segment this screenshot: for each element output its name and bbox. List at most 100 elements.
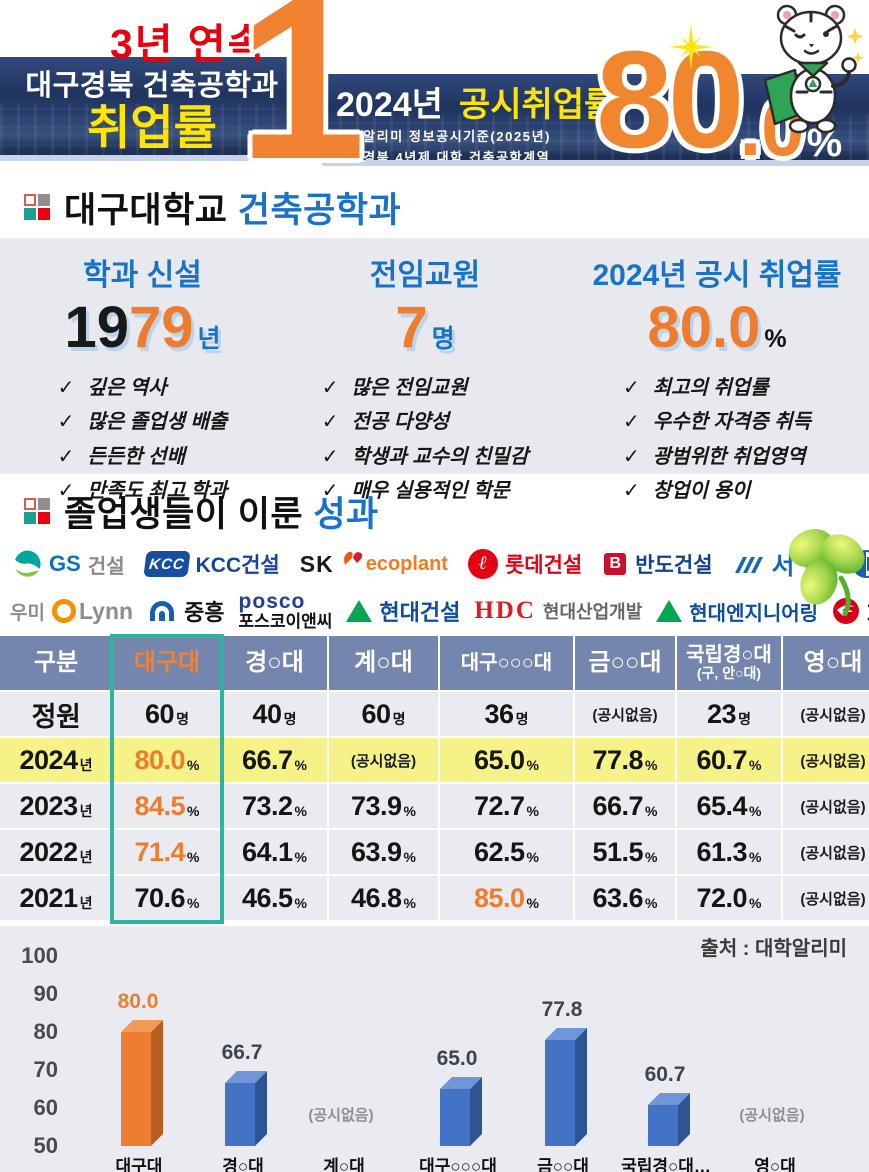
left-banner-line2: 취업률	[87, 101, 217, 154]
woomi-lynn-ring-icon	[51, 599, 76, 623]
checkmark-icon: ✓	[321, 411, 339, 434]
cell-unit: %	[749, 849, 762, 865]
cell-value: 71.4	[134, 836, 186, 867]
table-cell: 73.9%	[329, 784, 438, 828]
row-label-text: 2023	[19, 790, 79, 821]
checkmark-icon: ✓	[321, 445, 339, 468]
checklist-item: ✓ 전공 다양성	[322, 405, 528, 439]
stat-checklist: ✓ 최고의 취업률 ✓ 우수한 자격증 취득 ✓ 광범위한 취업영역 ✓ 창업이 용이	[623, 371, 811, 509]
table-cell: 60.7%	[677, 738, 781, 782]
checklist-text: 많은 전임교원	[351, 377, 468, 399]
checkmark-icon: ✓	[622, 480, 640, 503]
stat-value: 80.0%	[565, 294, 869, 361]
table-cell: 51.5%	[575, 830, 675, 874]
table-cell: 36 명	[440, 692, 573, 736]
checkmark-icon: ✓	[57, 411, 75, 434]
cell-value: 73.2	[241, 790, 293, 821]
cell-unit: %	[645, 895, 658, 911]
cell-unit: %	[403, 803, 416, 819]
checklist-text: 만족도 최고 학과	[87, 480, 228, 503]
y-axis-tick: 90	[33, 981, 58, 1006]
table-cell: 40 명	[222, 692, 327, 736]
cell-unit: 명	[283, 711, 297, 727]
cell-value: 70.6	[134, 882, 186, 913]
checklist-text: 학생과 교수의 친밀감	[351, 445, 529, 468]
table-header-text: 금○○대	[588, 648, 662, 676]
cell-unit: 명	[176, 711, 189, 727]
table-cell: 73.2%	[222, 784, 327, 828]
stat-unit: %	[764, 325, 787, 353]
checklist-item: ✓ 많은 전임교원	[322, 371, 528, 405]
hyundai-triangle-icon	[346, 600, 373, 622]
clover-icon	[788, 529, 865, 616]
stat-value-accent: 79	[128, 295, 194, 360]
cell-unit: %	[187, 895, 200, 911]
table-cell: 60 명	[329, 692, 438, 736]
table-cell: 77.8%	[575, 738, 675, 782]
table-cell: (공시없음)	[783, 738, 869, 782]
checklist-item: ✓ 든든한 선배	[58, 440, 228, 474]
logo-text: 롯데건설	[504, 554, 583, 577]
chart-no-data-label: (공시없음)	[739, 1107, 805, 1124]
cell-unit: %	[187, 803, 200, 819]
stat-column-0: 학과 신설 1979 년 ✓ 깊은 역사 ✓ 많은 졸업생 배출 ✓ 든든한 선배 ✓ 만족도 최고…	[0, 250, 285, 509]
chart-source: 출처 : 대학알리미	[700, 938, 847, 960]
table-row-label: 2021 년	[0, 876, 112, 920]
table-cell: (공시없음)	[783, 876, 869, 920]
cell-unit: 명	[392, 711, 406, 727]
cell-value: 66.7	[592, 790, 644, 821]
table-cell: (공시없음)	[575, 692, 675, 736]
cell-unit: 명	[738, 711, 751, 727]
chart-category-label: 국립경○대…	[621, 1157, 711, 1172]
table-cell: 23 명	[677, 692, 781, 736]
cell-value: 60	[145, 698, 175, 729]
logo-bando: B 반도건설	[602, 549, 713, 579]
cell-value: 84.5	[134, 790, 186, 821]
table-cell: 63.6%	[575, 876, 675, 920]
sparkle-star-icon	[668, 24, 714, 70]
row-label-unit: 년	[79, 757, 93, 773]
chart-category-label: 계○대	[323, 1157, 365, 1172]
cell-unit: %	[749, 895, 762, 911]
row-label-text: 정원	[31, 701, 81, 732]
logo-text: Lynn	[78, 597, 134, 624]
logo-text: KCC건설	[195, 554, 280, 577]
y-axis-tick: 100	[21, 943, 58, 968]
streak-label: 3년 연속	[110, 21, 268, 67]
table-header-cell: 대구대	[114, 636, 220, 690]
checkmark-icon: ✓	[321, 377, 339, 399]
checklist-item: ✓ 우수한 자격증 취득	[623, 405, 811, 439]
chart-value-label: 77.8	[541, 998, 583, 1021]
checkmark-icon: ✓	[622, 411, 640, 434]
cell-value: 80.0	[134, 744, 186, 775]
logo-hyundai-enc: 현대건설	[346, 595, 460, 627]
chart-bar	[225, 1071, 267, 1151]
checkmark-icon: ✓	[321, 480, 339, 503]
logo-sk: SK ecoplant	[300, 551, 448, 578]
stat-checklist: ✓ 많은 전임교원 ✓ 전공 다양성 ✓ 학생과 교수의 친밀감 ✓ 매우 실용적인 학문	[322, 371, 528, 509]
logo-text: 중흥	[184, 600, 225, 625]
checklist-item: ✓ 학생과 교수의 친밀감	[322, 440, 528, 474]
table-header-text: 경○대	[245, 648, 304, 676]
stat-value-accent: 80.0	[647, 295, 761, 360]
cell-no-data: (공시없음)	[800, 752, 866, 770]
employment-chart: 출처 : 대학알리미 100 90 80 70 60 50 80.0 대구대 66.7 경○대 (공…	[0, 926, 869, 1172]
checklist-item: ✓ 만족도 최고 학과	[58, 474, 228, 508]
table-cell: 46.5%	[222, 876, 327, 920]
stat-column-1: 전임교원 7 명 ✓ 많은 전임교원 ✓ 전공 다양성 ✓ 학생과 교수의 친밀감 ✓ 매우 실용적…	[285, 250, 565, 509]
table-cell: 72.0%	[677, 876, 781, 920]
cell-unit: %	[187, 757, 200, 773]
table-cell: (공시없음)	[783, 784, 869, 828]
table-cell: 66.7%	[575, 784, 675, 828]
table-header-cell: 경○대	[222, 636, 327, 690]
cell-value: 60.7	[696, 744, 748, 775]
chart-category-label: 영○대	[754, 1157, 796, 1172]
chart-value-label: 60.7	[644, 1063, 686, 1086]
cell-no-data: (공시없음)	[800, 844, 866, 862]
checklist-text: 창업이 용이	[652, 480, 751, 503]
row-label-unit: 년	[79, 849, 93, 865]
checklist-item: ✓ 최고의 취업률	[623, 371, 811, 405]
checklist-text: 든든한 선배	[87, 445, 185, 468]
checklist-item: ✓ 깊은 역사	[58, 371, 228, 405]
